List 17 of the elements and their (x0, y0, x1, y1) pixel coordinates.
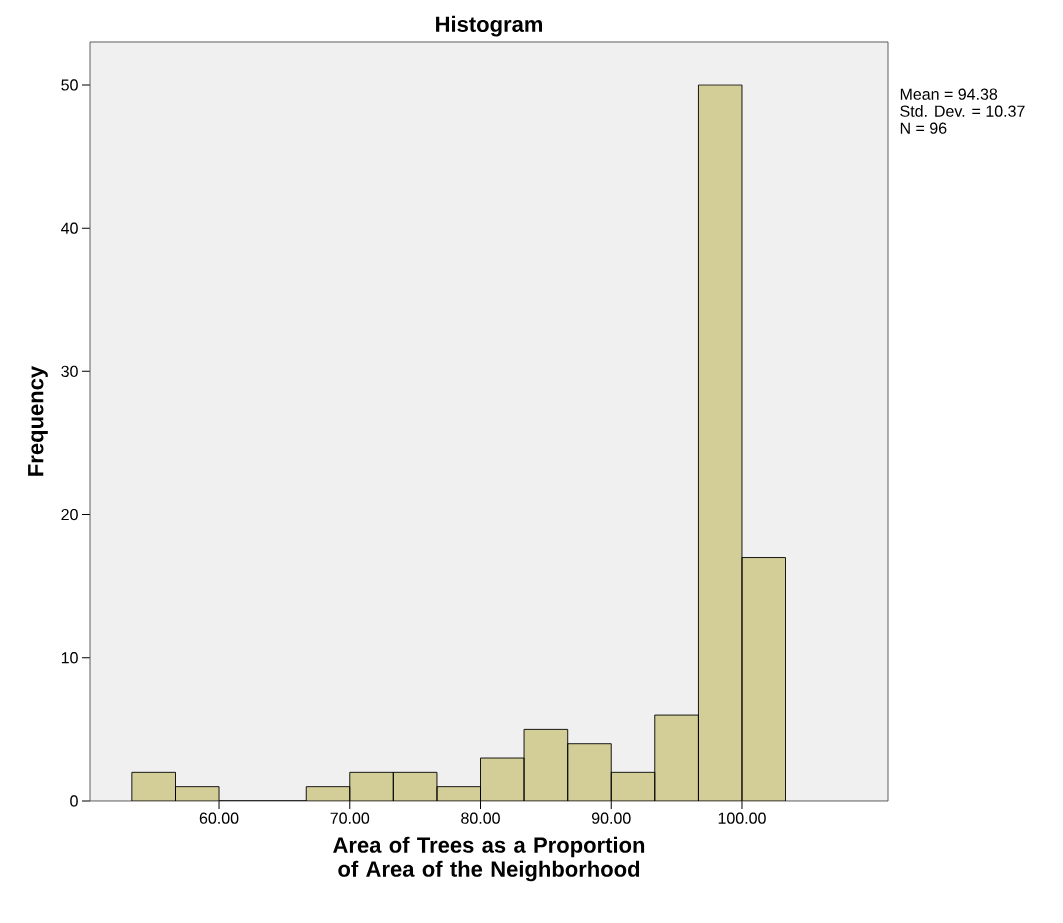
text: Std. Dev. = 10.37 (900, 105, 1025, 117)
x-tick-label: 80.00 (461, 812, 500, 824)
x-axis-title: Area of Trees as a Proportion of Area of the Neighborhood (333, 836, 645, 882)
y-tick-label: 20 (61, 508, 78, 521)
y-tick-label: 40 (61, 222, 78, 234)
x-tick-label: 60.00 (199, 812, 239, 824)
y-tick-label: 30 (61, 365, 78, 378)
y-tick-label: 50 (61, 79, 78, 91)
y-axis-title: Frequency (28, 365, 48, 476)
x-tick-label: 100.00 (718, 812, 766, 824)
text: N = 96 (900, 122, 947, 134)
x-tick-label: 70.00 (330, 812, 370, 824)
chart-title: Histogram (436, 15, 543, 37)
y-tick-label: 10 (61, 652, 78, 664)
text: Mean = 94.38 (900, 88, 998, 100)
x-tick-label: 90.00 (591, 812, 631, 824)
y-tick-label: 0 (70, 795, 78, 807)
